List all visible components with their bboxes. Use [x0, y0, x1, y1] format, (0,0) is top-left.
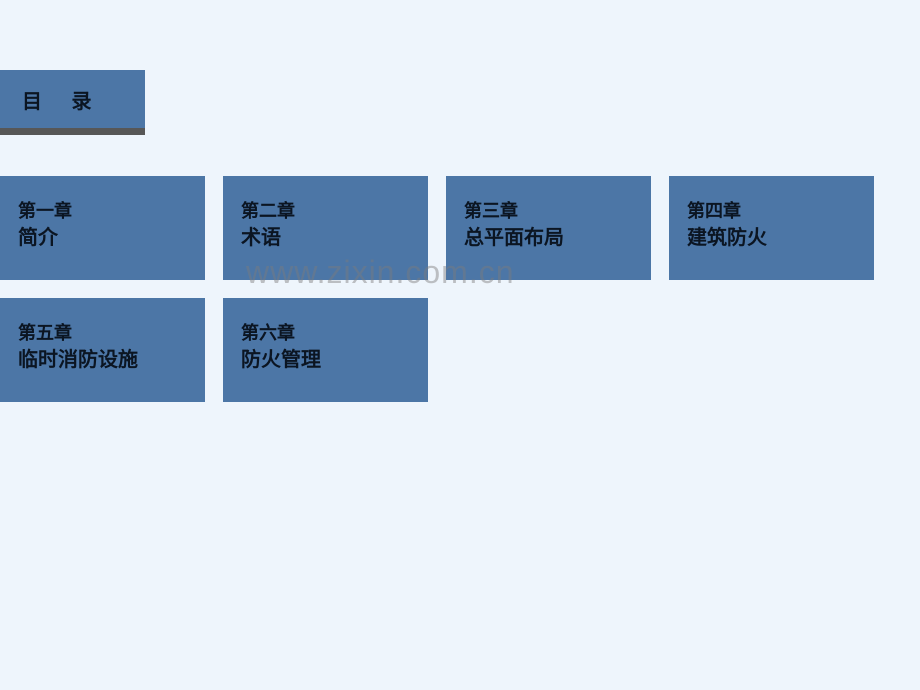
chapter-card[interactable]: 第二章 术语	[223, 176, 428, 280]
toc-title-text: 目 录	[22, 85, 104, 114]
chapter-name: 总平面布局	[464, 224, 633, 253]
chapter-number: 第一章	[18, 198, 187, 224]
chapter-name: 简介	[18, 224, 187, 253]
chapter-card[interactable]: 第五章 临时消防设施	[0, 298, 205, 402]
chapter-card[interactable]: 第三章 总平面布局	[446, 176, 651, 280]
toc-title-underline	[0, 128, 145, 135]
toc-title-block: 目 录	[0, 70, 145, 128]
chapter-number: 第四章	[687, 198, 856, 224]
chapter-name: 防火管理	[241, 346, 410, 375]
chapter-number: 第五章	[18, 320, 187, 346]
chapter-number: 第三章	[464, 198, 633, 224]
chapter-card[interactable]: 第六章 防火管理	[223, 298, 428, 402]
chapter-grid: 第一章 简介 第二章 术语 第三章 总平面布局 第四章 建筑防火 第五章 临时消…	[0, 176, 920, 402]
chapter-name: 建筑防火	[687, 224, 856, 253]
chapter-name: 临时消防设施	[18, 346, 187, 375]
chapter-number: 第二章	[241, 198, 410, 224]
chapter-card[interactable]: 第四章 建筑防火	[669, 176, 874, 280]
chapter-name: 术语	[241, 224, 410, 253]
chapter-card[interactable]: 第一章 简介	[0, 176, 205, 280]
chapter-number: 第六章	[241, 320, 410, 346]
